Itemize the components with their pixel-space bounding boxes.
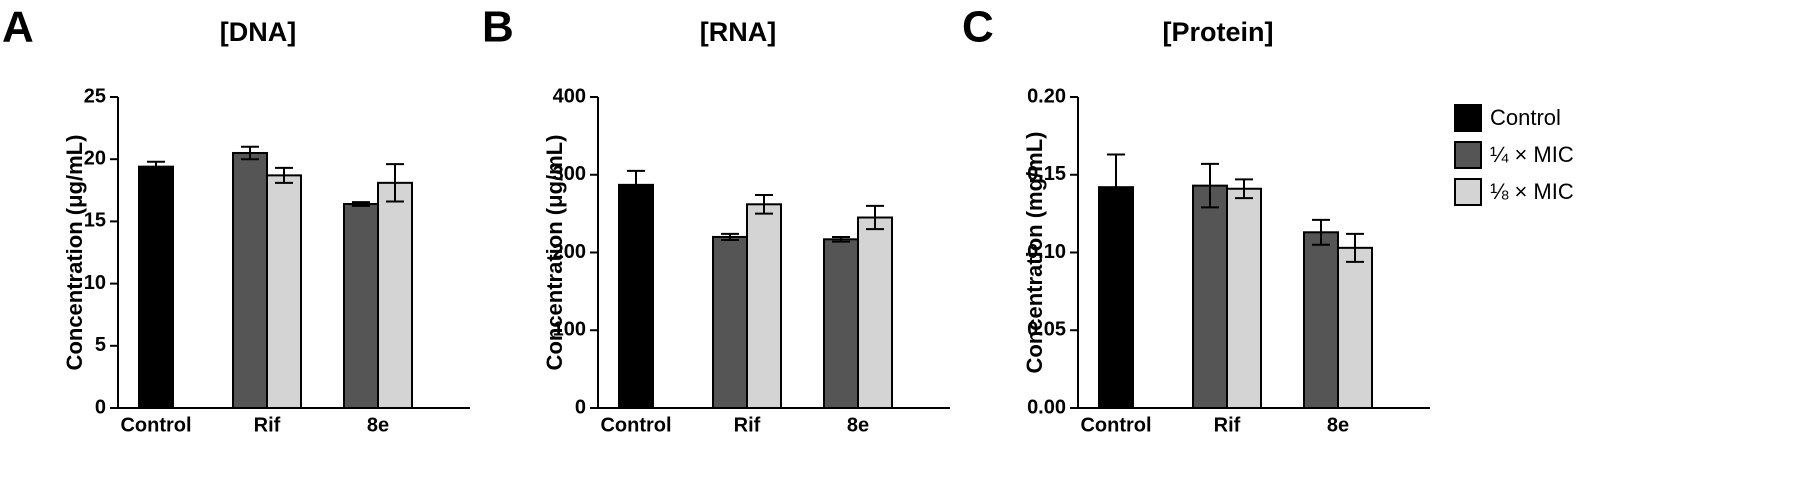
x-tick-label: Rif xyxy=(254,414,281,436)
y-tick-label: 20 xyxy=(84,147,106,169)
y-tick-label: 0.20 xyxy=(1027,85,1066,107)
y-tick-label: 0.15 xyxy=(1027,163,1066,185)
bar xyxy=(232,151,268,409)
legend-label: ⅛ × MIC xyxy=(1490,179,1574,204)
y-tick-label: 0.10 xyxy=(1027,241,1066,263)
bar xyxy=(712,235,748,409)
legend-swatch xyxy=(1454,141,1482,169)
y-tick-label: 0 xyxy=(575,396,586,418)
bar xyxy=(618,183,654,409)
bar xyxy=(138,165,174,409)
x-tick-label: Rif xyxy=(734,414,761,436)
legend-label: Control xyxy=(1490,105,1561,130)
y-tick-label: 0.00 xyxy=(1027,396,1066,418)
legend-swatch xyxy=(1454,104,1482,132)
chart-title: [DNA] xyxy=(220,17,296,47)
legend-label: ¼ × MIC xyxy=(1490,142,1574,167)
y-axis-label: Concentration (μg/mL) xyxy=(62,135,87,371)
y-tick-label: 15 xyxy=(84,210,106,232)
y-tick-label: 0.05 xyxy=(1027,319,1066,341)
bar xyxy=(1303,231,1339,409)
panel-label: A xyxy=(2,3,34,52)
bar xyxy=(746,203,782,409)
x-tick-label: Rif xyxy=(1214,414,1241,436)
y-tick-label: 400 xyxy=(553,85,586,107)
x-tick-label: 8e xyxy=(367,414,389,436)
legend-swatch xyxy=(1454,178,1482,206)
x-tick-label: Control xyxy=(120,414,191,436)
y-tick-label: 0 xyxy=(95,396,106,418)
x-tick-label: 8e xyxy=(847,414,869,436)
bar xyxy=(1226,187,1262,409)
y-axis-label: Concentration (mg/mL) xyxy=(1022,132,1047,374)
bar xyxy=(857,216,893,409)
x-tick-label: Control xyxy=(600,414,671,436)
panel-label: C xyxy=(962,3,994,52)
x-tick-label: Control xyxy=(1080,414,1151,436)
panel-label: B xyxy=(482,3,514,52)
bar xyxy=(1098,186,1134,409)
bar xyxy=(377,181,413,409)
chart-title: [RNA] xyxy=(700,17,776,47)
bar xyxy=(1192,184,1228,409)
y-tick-label: 10 xyxy=(84,272,106,294)
y-tick-label: 25 xyxy=(84,85,106,107)
bar xyxy=(1337,246,1373,409)
bar xyxy=(823,238,859,409)
bar xyxy=(343,202,379,409)
bar xyxy=(266,174,302,409)
y-axis-label: Concentration (μg/mL) xyxy=(542,135,567,371)
x-tick-label: 8e xyxy=(1327,414,1349,436)
y-tick-label: 200 xyxy=(553,241,586,263)
chart-title: [Protein] xyxy=(1163,17,1274,47)
y-tick-label: 5 xyxy=(95,334,106,356)
y-tick-label: 300 xyxy=(553,163,586,185)
y-tick-label: 100 xyxy=(553,319,586,341)
